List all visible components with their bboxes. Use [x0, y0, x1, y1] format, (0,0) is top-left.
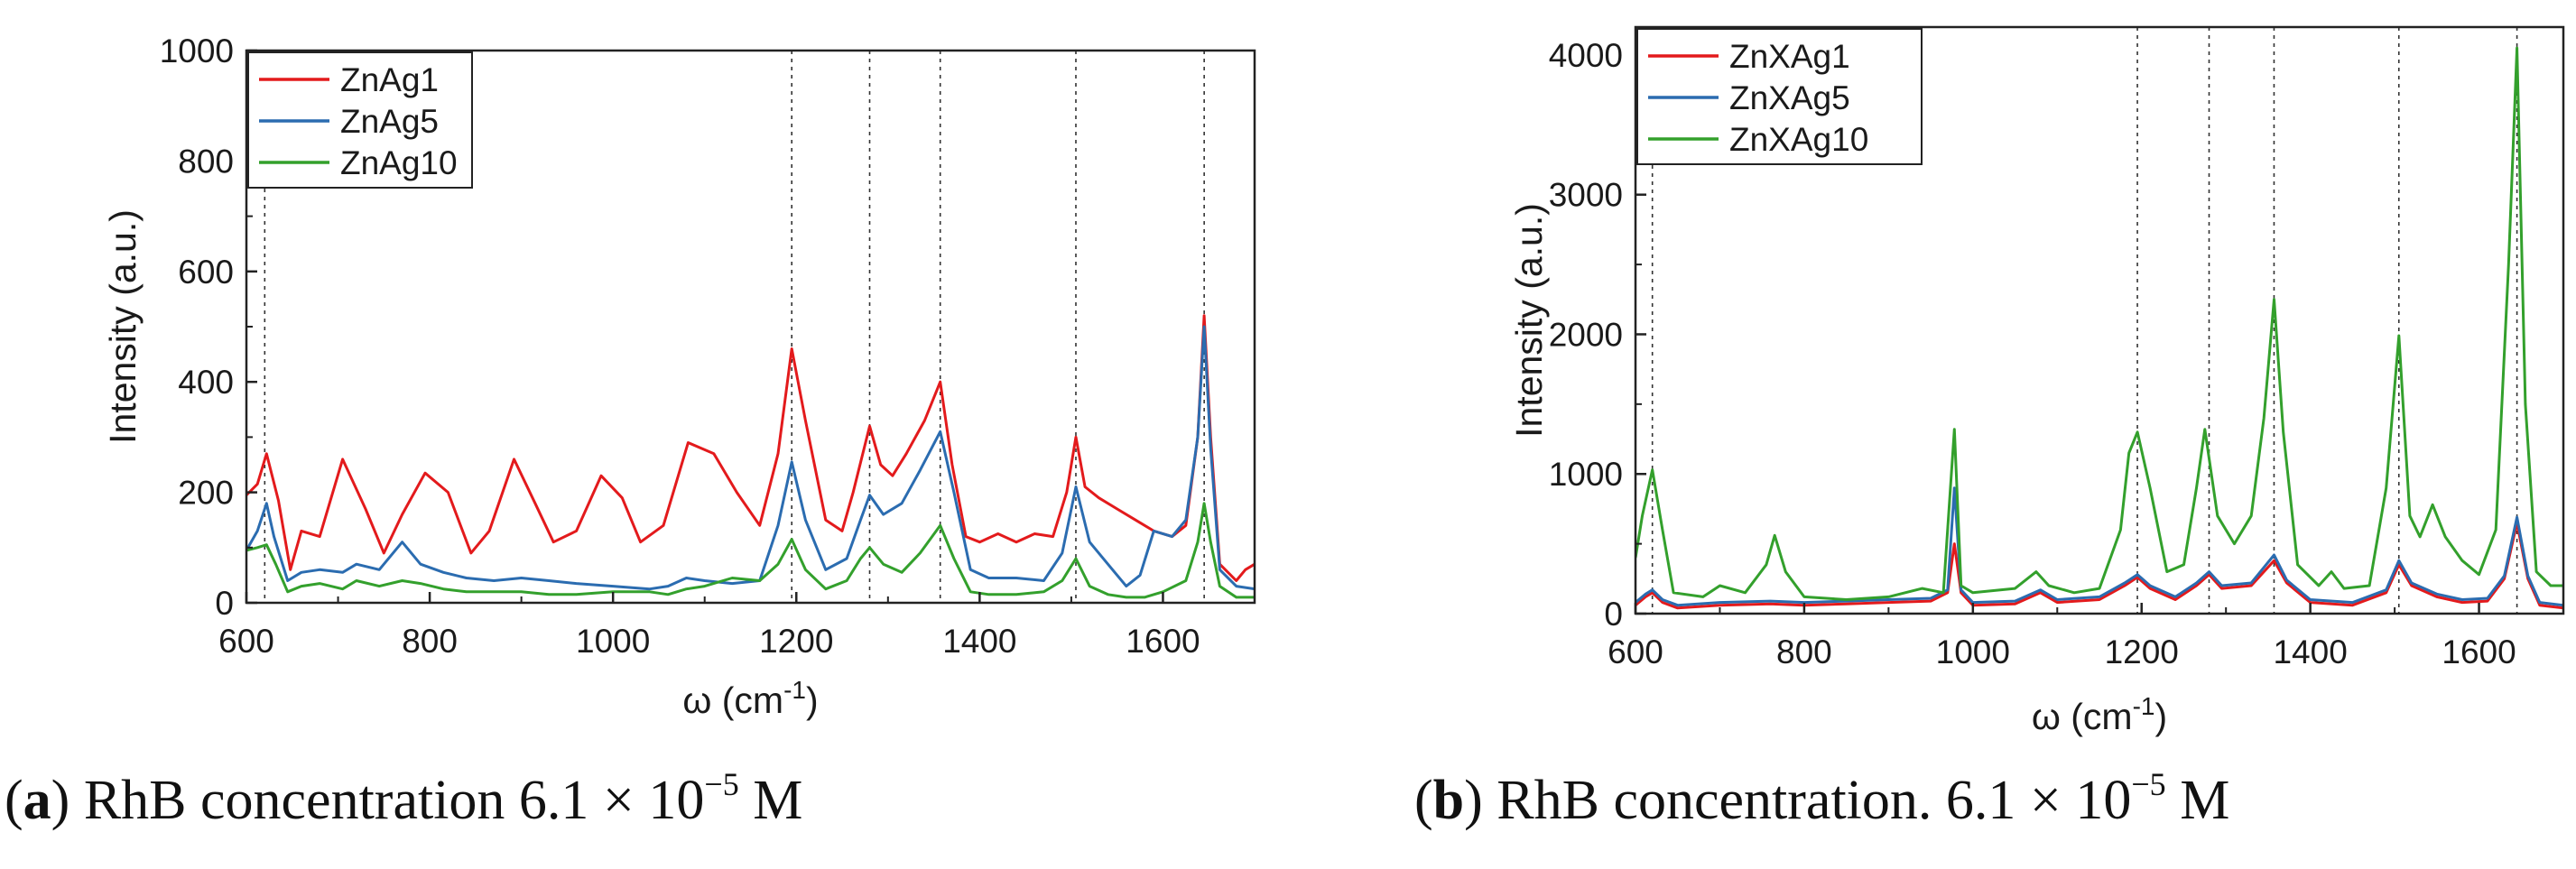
- x-tick-label-b-4: 1400: [2273, 633, 2347, 670]
- caption-exp-b: −5: [2131, 766, 2166, 802]
- series-group-b: [1635, 46, 2563, 610]
- series-line-b-2: [1635, 46, 2563, 601]
- chart-panel-a: 600 800 1000 1200 1400 1600 0 200 400 600 800 1000 I…: [0, 0, 1264, 869]
- x-axis-label-b: ω (cm-1): [2032, 692, 2167, 737]
- legend-label-b-1: ZnXAg5: [1729, 79, 1850, 116]
- x-tick-label-b-2: 1000: [1936, 633, 2010, 670]
- y-tick-label-a-5: 1000: [160, 32, 234, 69]
- x-tick-label-a-2: 1000: [576, 623, 650, 660]
- y-tick-label-b-1: 1000: [1549, 456, 1623, 493]
- plot-frame-b: [1634, 25, 2565, 615]
- legend-label-a-0: ZnAg1: [340, 61, 439, 98]
- caption-b: (b) RhB concentration. 6.1 × 10−5 M: [1414, 766, 2230, 831]
- legend-label-a-1: ZnAg5: [340, 103, 439, 140]
- y-tick-label-b-0: 0: [1604, 596, 1623, 633]
- x-tick-label-a-5: 1600: [1126, 623, 1200, 660]
- y-tick-label-a-3: 600: [178, 254, 234, 291]
- y-tick-label-a-2: 400: [178, 364, 234, 401]
- caption-unit-a: M: [738, 770, 803, 831]
- series-group-a: [246, 314, 1255, 599]
- x-tick-label-b-1: 800: [1776, 633, 1832, 670]
- caption-unit-b: M: [2165, 770, 2230, 831]
- caption-label-b: b: [1432, 770, 1465, 831]
- x-axis-label-a: ω (cm-1): [682, 676, 818, 721]
- x-axis-label-sup-b: -1: [2133, 692, 2155, 720]
- legend-box-a: [247, 51, 473, 189]
- series-line-a-1: [246, 325, 1255, 591]
- series-line-b-0: [1635, 521, 2563, 610]
- x-axis-label-close-a: ): [806, 679, 819, 721]
- legend-label-a-2: ZnAg10: [340, 144, 458, 181]
- x-tick-label-b-3: 1200: [2105, 633, 2179, 670]
- series-line-b-1: [1635, 486, 2563, 607]
- caption-text-b: RhB concentration. 6.1 × 10: [1496, 770, 2132, 831]
- y-tick-label-b-3: 3000: [1549, 177, 1623, 214]
- y-tick-label-b-4: 4000: [1549, 37, 1623, 74]
- x-tick-label-b-5: 1600: [2442, 633, 2516, 670]
- legend-label-b-0: ZnXAg1: [1729, 38, 1850, 75]
- chart-panel-b: 600 800 1000 1200 1400 1600 0 1000 2000 3000 4000 I…: [1300, 0, 2576, 869]
- series-line-a-2: [246, 502, 1255, 599]
- y-tick-label-a-1: 200: [178, 475, 234, 512]
- x-axis-label-main-b: ω (cm: [2032, 696, 2133, 737]
- caption-a: (a) RhB concentration 6.1 × 10−5 M: [5, 766, 803, 831]
- chart-svg-b: 600 800 1000 1200 1400 1600 0 1000 2000 3000 4000 I…: [1508, 25, 2565, 737]
- caption-text-a: RhB concentration 6.1 × 10: [83, 770, 705, 831]
- caption-exp-a: −5: [704, 766, 739, 802]
- x-tick-label-a-3: 1200: [759, 623, 833, 660]
- chart-svg-a: 600 800 1000 1200 1400 1600 0 200 400 600 800 1000 I…: [102, 32, 1256, 721]
- y-tick-label-a-4: 800: [178, 143, 234, 180]
- y-axis-label-a: Intensity (a.u.): [102, 209, 144, 444]
- x-axis-label-close-b: ): [2154, 696, 2167, 737]
- y-tick-label-a-0: 0: [215, 585, 234, 622]
- legend-label-b-2: ZnXAg10: [1729, 121, 1868, 158]
- x-tick-label-b-0: 600: [1608, 633, 1663, 670]
- caption-label-a: a: [23, 770, 51, 831]
- series-line-a-0: [246, 314, 1255, 582]
- y-tick-label-b-2: 2000: [1549, 316, 1623, 353]
- x-tick-label-a-4: 1400: [942, 623, 1016, 660]
- x-tick-label-a-1: 800: [402, 623, 458, 660]
- x-tick-label-a-0: 600: [218, 623, 274, 660]
- y-axis-label-b: Intensity (a.u.): [1508, 203, 1550, 438]
- x-axis-label-sup-a: -1: [783, 676, 806, 704]
- x-axis-label-main-a: ω (cm: [682, 679, 783, 721]
